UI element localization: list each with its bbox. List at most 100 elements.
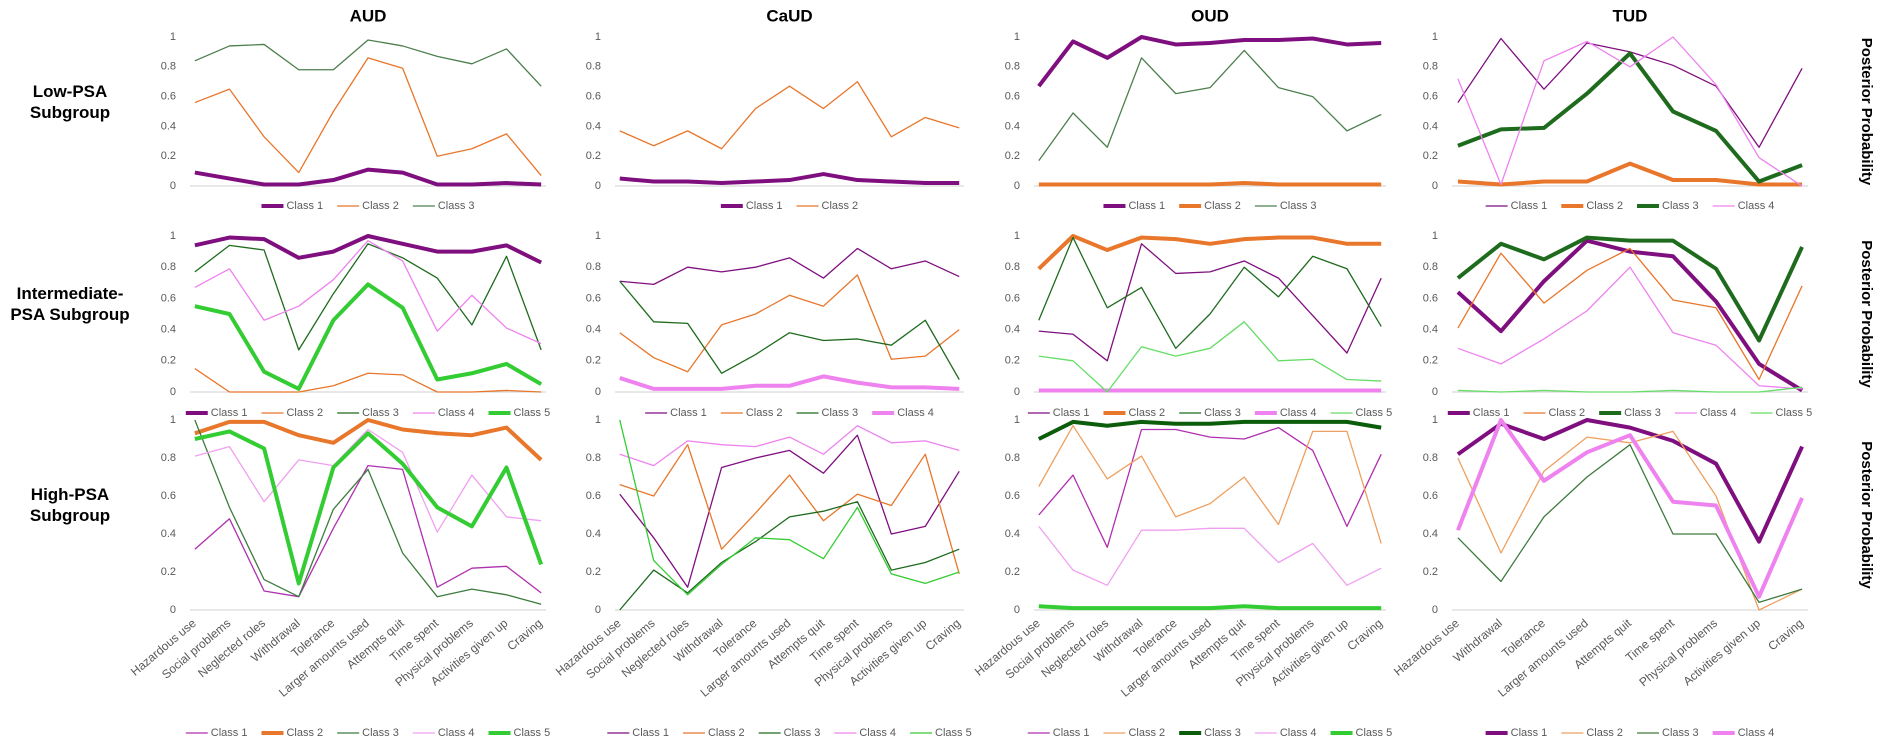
y-tick-label: 0.2	[1423, 355, 1438, 367]
legend-label: Class 1	[211, 407, 248, 419]
series-line	[1457, 444, 1803, 604]
legend-label: Class 3	[1204, 407, 1241, 419]
y-tick-label: 0.6	[1423, 490, 1438, 502]
y-tick-label: 0	[170, 604, 176, 616]
series-line	[1457, 161, 1803, 187]
y-tick-label: 0.4	[1423, 120, 1438, 132]
series-line	[194, 429, 544, 586]
legend-label: Class 5	[514, 407, 551, 419]
y-tick-label: 0.8	[1423, 452, 1438, 464]
y-tick-label: 0.2	[161, 150, 176, 162]
legend-label: Class 3	[1204, 727, 1241, 739]
y-axis-label: Posterior Probability	[1858, 441, 1875, 589]
y-tick-label: 0.6	[586, 292, 601, 304]
legend: Class 1 Class 2	[720, 200, 858, 212]
legend-label: Class 3	[784, 727, 821, 739]
legend-label: Class 2	[1128, 407, 1165, 419]
series-line	[619, 247, 960, 286]
series-line	[1038, 604, 1382, 611]
series-line	[194, 39, 542, 87]
legend-label: Class 5	[1776, 407, 1813, 419]
y-tick-label: 0.6	[1005, 490, 1020, 502]
series-line	[619, 374, 960, 391]
y-tick-label: 0.8	[1005, 61, 1020, 73]
x-tick-label: Craving	[923, 616, 964, 653]
y-tick-label: 0.8	[161, 452, 176, 464]
y-tick-label: 0	[1014, 386, 1020, 398]
series-line	[194, 240, 542, 345]
series-line	[194, 167, 542, 187]
subgroup-label: Intermediate-PSA Subgroup	[10, 284, 130, 324]
legend-label: Class 4	[1280, 727, 1317, 739]
y-tick-label: 0.8	[586, 261, 601, 273]
y-tick-label: 0.4	[1423, 324, 1438, 336]
legend: Class 1 Class 2 Class 3 Class 4 Class 5	[607, 727, 972, 739]
y-tick-label: 0.8	[1005, 261, 1020, 273]
y-tick-label: 0.6	[161, 91, 176, 103]
legend: Class 1 Class 2 Class 3 Class 4 Class 5	[1027, 407, 1393, 419]
series-line	[1457, 51, 1803, 184]
series-line	[194, 234, 543, 265]
legend-label: Class 3	[362, 407, 399, 419]
series-line	[1456, 418, 1804, 544]
y-axis-label: Posterior Probability	[1858, 240, 1875, 388]
x-tick-label: Activities given up	[1680, 616, 1763, 689]
y-tick-label: 0.4	[1423, 528, 1438, 540]
series-line	[1038, 243, 1382, 362]
y-tick-label: 0.6	[1423, 292, 1438, 304]
legend-label: Class 4	[438, 727, 475, 739]
series-line	[1038, 321, 1382, 393]
y-tick-label: 0	[1432, 180, 1438, 192]
y-tick-label: 0.6	[1423, 91, 1438, 103]
y-tick-label: 1	[170, 414, 176, 426]
legend-label: Class 3	[1662, 727, 1699, 739]
y-tick-label: 0.2	[586, 150, 601, 162]
legend-label: Class 4	[1280, 407, 1317, 419]
y-tick-label: 0.8	[161, 261, 176, 273]
series-line	[619, 172, 960, 186]
legend-label: Class 1	[1053, 407, 1090, 419]
legend-label: Class 2	[708, 727, 745, 739]
y-axis-label: Posterior Probability	[1858, 38, 1875, 186]
legend: Class 1 Class 2 Class 3 Class 4 Class 5	[1027, 727, 1392, 739]
y-tick-label: 0.4	[161, 528, 176, 540]
series-line	[1457, 430, 1803, 611]
legend-label: Class 1	[746, 200, 783, 212]
legend-label: Class 1	[211, 727, 248, 739]
y-tick-label: 0.8	[586, 452, 601, 464]
legend-label: Class 1	[632, 727, 669, 739]
y-tick-label: 0	[1014, 604, 1020, 616]
legend: Class 1 Class 2 Class 3 Class 4 Class 5	[1447, 407, 1813, 419]
y-tick-label: 0	[595, 386, 601, 398]
series-line	[619, 274, 960, 373]
x-tick-label: Hazardous use	[1391, 616, 1462, 679]
y-tick-label: 0.4	[161, 324, 176, 336]
y-tick-label: 0.4	[1005, 120, 1020, 132]
legend-label: Class 2	[1586, 200, 1623, 212]
legend: Class 1 Class 2 Class 3 Class 4	[1485, 200, 1774, 212]
y-tick-label: 1	[595, 230, 601, 242]
series-line	[1038, 181, 1382, 187]
series-line	[1037, 35, 1382, 88]
series-line	[1456, 235, 1804, 343]
legend: Class 1 Class 2 Class 3	[261, 200, 475, 212]
legend-label: Class 1	[286, 200, 323, 212]
y-tick-label: 0.4	[1005, 324, 1020, 336]
legend-label: Class 5	[1356, 407, 1393, 419]
series-line	[1457, 266, 1803, 390]
column-title: TUD	[1613, 6, 1648, 25]
legend-label: Class 3	[362, 727, 399, 739]
y-tick-label: 0.2	[161, 355, 176, 367]
y-tick-label: 0.6	[1005, 292, 1020, 304]
y-tick-label: 1	[1014, 414, 1020, 426]
y-tick-label: 0.2	[1423, 566, 1438, 578]
y-tick-label: 0.4	[1005, 528, 1020, 540]
column-title: CaUD	[766, 6, 812, 25]
series-line	[194, 464, 542, 598]
subgroup-label: High-PSA Subgroup	[29, 485, 111, 525]
legend: Class 1 Class 2 Class 3 Class 4 Class 5	[185, 727, 551, 739]
legend-label: Class 1	[1511, 727, 1548, 739]
y-tick-label: 0.8	[1005, 452, 1020, 464]
legend-label: Class 1	[1511, 200, 1548, 212]
legend-label: Class 5	[514, 727, 551, 739]
